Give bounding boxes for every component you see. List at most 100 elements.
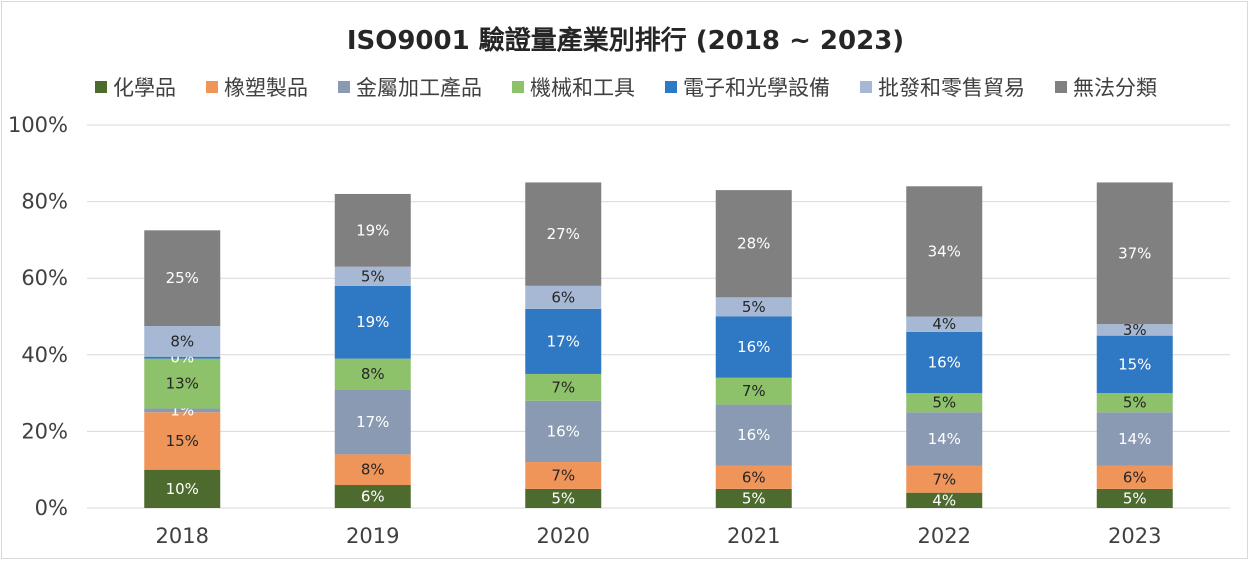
data-label: 6% bbox=[361, 488, 385, 506]
data-label: 7% bbox=[551, 466, 575, 484]
data-label: 15% bbox=[166, 432, 199, 450]
bar-segment bbox=[1096, 488, 1173, 508]
data-label: 16% bbox=[737, 426, 770, 444]
data-label: 5% bbox=[932, 394, 956, 412]
bar-segment bbox=[525, 373, 602, 401]
bar-segment bbox=[906, 393, 983, 413]
x-tick-label: 2022 bbox=[918, 524, 971, 548]
bar-segment bbox=[1096, 182, 1173, 325]
data-label: 7% bbox=[742, 382, 766, 400]
y-tick-label: 40% bbox=[21, 343, 68, 367]
legend-item: 化學品 bbox=[95, 72, 176, 102]
bar-segment bbox=[144, 230, 221, 327]
bar-segment bbox=[334, 358, 411, 390]
bar-segment bbox=[334, 266, 411, 286]
data-label: 27% bbox=[547, 225, 580, 243]
y-tick-label: 20% bbox=[21, 419, 68, 443]
bar-segment bbox=[906, 492, 983, 508]
data-label: 19% bbox=[356, 313, 389, 331]
legend-label: 化學品 bbox=[113, 76, 176, 100]
bar-segment bbox=[1096, 393, 1173, 413]
x-tick-label: 2018 bbox=[156, 524, 209, 548]
legend-item: 橡塑製品 bbox=[206, 72, 308, 102]
bar-segment bbox=[715, 488, 792, 508]
legend-item: 金屬加工產品 bbox=[338, 72, 482, 102]
bar-segment bbox=[715, 316, 792, 378]
data-label: 5% bbox=[742, 489, 766, 507]
data-label: 6% bbox=[551, 288, 575, 306]
y-tick-label: 100% bbox=[8, 113, 68, 137]
bar-segment bbox=[525, 462, 602, 489]
bar-segment bbox=[1096, 465, 1173, 489]
bar-segment bbox=[1096, 412, 1173, 466]
bar-segment bbox=[525, 308, 602, 374]
data-label: 4% bbox=[932, 491, 956, 509]
data-label: 19% bbox=[356, 221, 389, 239]
bar-segment bbox=[334, 285, 411, 359]
data-label: 16% bbox=[547, 422, 580, 440]
bar-segment bbox=[144, 356, 221, 359]
bar-segment bbox=[144, 469, 221, 508]
legend-label: 金屬加工產品 bbox=[356, 76, 482, 100]
bar-segment bbox=[906, 465, 983, 493]
x-tick-label: 2019 bbox=[346, 524, 399, 548]
bar-segment bbox=[906, 186, 983, 317]
data-label: 10% bbox=[166, 480, 199, 498]
legend-swatch bbox=[512, 81, 524, 93]
data-label: 6% bbox=[1123, 468, 1147, 486]
data-label: 25% bbox=[166, 269, 199, 287]
data-label: 8% bbox=[170, 332, 194, 350]
data-label: 5% bbox=[361, 267, 385, 285]
y-tick-label: 0% bbox=[35, 496, 68, 520]
bar-segment bbox=[715, 297, 792, 317]
data-label: 17% bbox=[356, 413, 389, 431]
legend-swatch bbox=[1055, 81, 1067, 93]
bar-segment bbox=[334, 485, 411, 508]
bar-segment bbox=[525, 182, 602, 286]
bar-segment bbox=[715, 190, 792, 298]
data-label: 14% bbox=[1118, 430, 1151, 448]
bar-segment bbox=[334, 454, 411, 486]
data-label: 5% bbox=[742, 298, 766, 316]
legend-swatch bbox=[338, 81, 350, 93]
data-label: 3% bbox=[1123, 321, 1147, 339]
data-label: 8% bbox=[361, 365, 385, 383]
bar-segment bbox=[715, 465, 792, 489]
data-label: 37% bbox=[1118, 244, 1151, 262]
legend-item: 批發和零售貿易 bbox=[860, 72, 1025, 102]
bar-segment bbox=[906, 331, 983, 394]
data-label: 17% bbox=[547, 332, 580, 350]
data-label: 6% bbox=[742, 468, 766, 486]
bar-segment bbox=[906, 316, 983, 332]
bar-segment bbox=[1096, 324, 1173, 336]
data-label: 7% bbox=[551, 378, 575, 396]
chart-legend: 化學品 橡塑製品 金屬加工產品 機械和工具 電子和光學設備 批發和零售貿易 無法分類 bbox=[95, 74, 1187, 100]
data-label: 14% bbox=[928, 430, 961, 448]
legend-label: 電子和光學設備 bbox=[683, 76, 830, 100]
y-tick-label: 80% bbox=[21, 190, 68, 214]
chart-title: ISO9001 驗證量產業別排行 (2018 ~ 2023) bbox=[346, 26, 905, 56]
data-label: 5% bbox=[551, 489, 575, 507]
data-label: 5% bbox=[1123, 394, 1147, 412]
legend-label: 批發和零售貿易 bbox=[878, 76, 1025, 100]
bar-segment bbox=[525, 285, 602, 309]
y-tick-label: 60% bbox=[21, 266, 68, 290]
legend-swatch bbox=[665, 81, 677, 93]
bar-segment bbox=[144, 412, 221, 470]
legend-item: 電子和光學設備 bbox=[665, 72, 830, 102]
x-tick-label: 2021 bbox=[727, 524, 780, 548]
bar-segment bbox=[334, 389, 411, 455]
bar-segment bbox=[525, 400, 602, 463]
data-label: 16% bbox=[737, 338, 770, 356]
x-tick-label: 2023 bbox=[1108, 524, 1161, 548]
legend-label: 無法分類 bbox=[1073, 76, 1157, 100]
x-tick-label: 2020 bbox=[537, 524, 590, 548]
data-label: 15% bbox=[1118, 355, 1151, 373]
data-label: 8% bbox=[361, 461, 385, 479]
data-label: 13% bbox=[166, 375, 199, 393]
legend-item: 無法分類 bbox=[1055, 72, 1157, 102]
data-label: 34% bbox=[928, 242, 961, 260]
bar-segment bbox=[525, 488, 602, 508]
legend-swatch bbox=[206, 81, 218, 93]
